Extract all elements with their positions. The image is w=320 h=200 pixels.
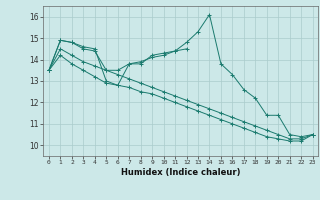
X-axis label: Humidex (Indice chaleur): Humidex (Indice chaleur) (121, 168, 241, 177)
